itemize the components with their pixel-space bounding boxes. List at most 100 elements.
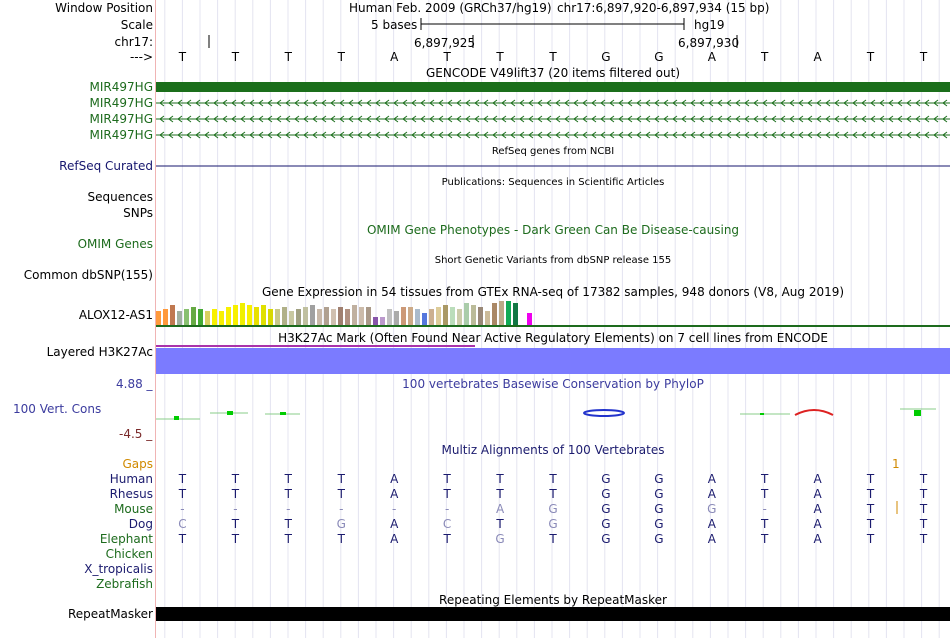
reference-base: T [919, 50, 928, 64]
gencode-strand-arrow [834, 115, 840, 123]
gencode-strand-arrow [474, 115, 480, 123]
alignment-base: G [548, 517, 558, 531]
alignment-base: - [762, 502, 767, 516]
refseq-track-label[interactable]: RefSeq Curated [59, 159, 153, 173]
gtex-tissue-bar [261, 305, 266, 325]
gencode-strand-arrow [861, 131, 867, 139]
publications-snps-label[interactable]: SNPs [123, 206, 153, 220]
reference-base: T [761, 50, 769, 64]
dbsnp-track-label[interactable]: Common dbSNP(155) [23, 268, 153, 282]
species-label-rhesus[interactable]: Rhesus [109, 487, 153, 501]
gtex-tissue-bar [184, 309, 189, 325]
gencode-track-title: GENCODE V49lift37 (20 items filtered out… [425, 66, 680, 80]
gencode-strand-arrow [744, 99, 750, 107]
gtex-tissue-bar [191, 307, 196, 325]
species-label-dog[interactable]: Dog [128, 517, 153, 531]
gencode-strand-arrow [510, 115, 516, 123]
gencode-strand-arrow [240, 99, 246, 107]
species-label-x_tropicalis[interactable]: X_tropicalis [84, 562, 153, 576]
species-label-human[interactable]: Human [109, 472, 153, 486]
gencode-strand-arrow [816, 131, 822, 139]
gtex-tissue-bar [275, 309, 280, 325]
gencode-strand-arrow [294, 115, 300, 123]
gencode-strand-arrow [861, 115, 867, 123]
species-label-elephant[interactable]: Elephant [99, 532, 153, 546]
alignment-base: G [601, 502, 611, 516]
gtex-tissue-bar [443, 305, 448, 325]
gencode-exon-bar [156, 82, 950, 92]
gencode-strand-arrow [375, 115, 381, 123]
gtex-tissue-bar [205, 311, 210, 325]
repeatmasker-track-title: Repeating Elements by RepeatMasker [439, 593, 667, 607]
alignment-base: T [284, 487, 292, 501]
gencode-strand-arrow [627, 131, 633, 139]
cons-track-title: 100 vertebrates Basewise Conservation by… [402, 377, 704, 391]
gencode-strand-arrow [834, 131, 840, 139]
gencode-strand-arrow [744, 131, 750, 139]
gtex-tissue-bar [506, 301, 511, 325]
reference-base: A [707, 50, 716, 64]
gencode-item-label[interactable]: MIR497HG [89, 128, 153, 142]
gencode-strand-arrow [456, 99, 462, 107]
gaps-label[interactable]: Gaps [122, 457, 153, 471]
gencode-item-label[interactable]: MIR497HG [89, 112, 153, 126]
species-label-chicken[interactable]: Chicken [105, 547, 153, 561]
gencode-strand-arrow [204, 115, 210, 123]
species-label-mouse[interactable]: Mouse [114, 502, 153, 516]
gencode-strand-arrow [303, 131, 309, 139]
gencode-strand-arrow [303, 115, 309, 123]
alignment-base: T [919, 532, 928, 546]
reference-base: T [231, 50, 240, 64]
omim-track-label[interactable]: OMIM Genes [77, 237, 153, 251]
gencode-strand-arrow [699, 131, 705, 139]
alignment-base: G [654, 487, 664, 501]
gencode-strand-arrow [321, 99, 327, 107]
gencode-strand-arrow [672, 115, 678, 123]
alignment-base: A [495, 502, 505, 516]
gencode-strand-arrow [636, 131, 642, 139]
gencode-strand-arrow [195, 99, 201, 107]
gencode-strand-arrow [429, 115, 435, 123]
gtex-tissue-bar [457, 309, 462, 325]
gencode-strand-arrow [177, 131, 183, 139]
alignment-base: T [496, 487, 504, 501]
alignment-base: T [761, 472, 769, 486]
gencode-strand-arrow [879, 99, 885, 107]
gencode-strand-arrow [933, 99, 939, 107]
gtex-tissue-bar [436, 307, 441, 325]
gtex-tissue-bar [387, 309, 392, 325]
h3k27ac-track-label[interactable]: Layered H3K27Ac [46, 345, 153, 359]
gencode-strand-arrow [924, 115, 930, 123]
gencode-strand-arrow [204, 99, 210, 107]
gencode-strand-arrow [816, 99, 822, 107]
gencode-strand-arrow [348, 131, 354, 139]
gencode-strand-arrow [375, 99, 381, 107]
gencode-strand-arrow [591, 99, 597, 107]
gencode-item-label[interactable]: MIR497HG [89, 96, 153, 110]
reference-base: T [443, 50, 451, 64]
publications-sequences-label[interactable]: Sequences [87, 190, 153, 204]
gencode-strand-arrow [285, 131, 291, 139]
gencode-strand-arrow [159, 115, 165, 123]
gencode-strand-arrow [366, 115, 372, 123]
alignment-base: A [390, 532, 399, 546]
cons-track-label[interactable]: 100 Vert. Cons [13, 402, 102, 416]
gencode-strand-arrow [474, 131, 480, 139]
gtex-tissue-bar [240, 303, 245, 325]
gencode-strand-arrow [159, 99, 165, 107]
gencode-strand-arrow [267, 99, 273, 107]
gencode-strand-arrow [915, 99, 921, 107]
gencode-item-label[interactable]: MIR497HG [89, 80, 153, 94]
gencode-strand-arrow [330, 115, 336, 123]
alignment-base: G [654, 517, 664, 531]
gencode-strand-arrow [870, 131, 876, 139]
gencode-strand-arrow [465, 131, 471, 139]
gencode-strand-arrow [897, 131, 903, 139]
gtex-gene-label[interactable]: ALOX12-AS1 [78, 308, 153, 322]
repeatmasker-track-label[interactable]: RepeatMasker [67, 607, 153, 621]
gencode-strand-arrow [645, 99, 651, 107]
gencode-strand-arrow [366, 99, 372, 107]
species-label-zebrafish[interactable]: Zebrafish [96, 577, 153, 591]
gencode-strand-arrow [312, 99, 318, 107]
